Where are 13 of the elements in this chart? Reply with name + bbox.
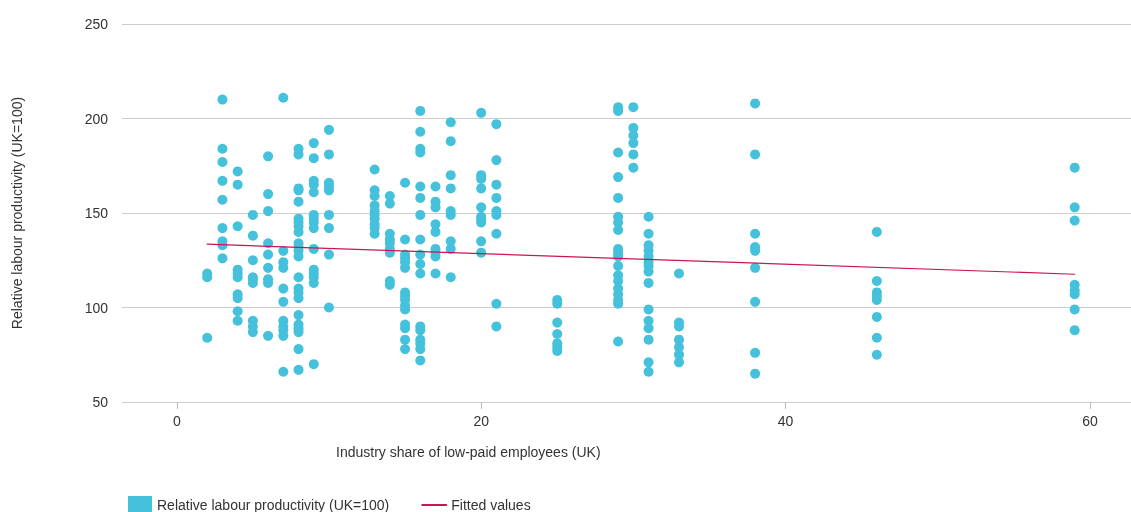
y-tick-label: 150 [84,205,109,221]
y-tick-label: 200 [84,110,109,127]
y-axis-title: Relative labour productivity (UK=100) [9,96,25,330]
y-tick-label: 50 [92,394,109,410]
x-tick-label: 0 [172,413,181,429]
legend-label: Relative labour productivity (UK=100) [157,497,390,512]
x-tick-label: 60 [1082,413,1098,429]
y-tick-label: 100 [84,299,109,316]
y-tick-label: 250 [84,16,109,32]
x-axis-title: Industry share of low-paid employees (UK) [336,444,601,460]
x-tick-label: 20 [473,413,490,429]
legend-label: Fitted values [451,497,531,512]
x-tick-label: 40 [777,413,794,429]
